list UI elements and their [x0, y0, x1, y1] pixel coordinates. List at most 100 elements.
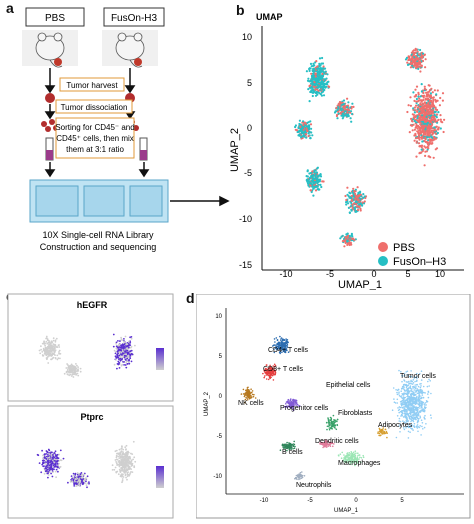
tumor-icon [134, 58, 142, 66]
umap-point [311, 94, 314, 98]
umap-point [114, 466, 117, 469]
umap-point [59, 459, 62, 462]
umap-point [324, 70, 327, 73]
umap-point [324, 442, 326, 444]
umap-point [352, 105, 355, 108]
umap-point [335, 106, 338, 109]
umap-point [421, 56, 424, 59]
umap-point [122, 476, 125, 478]
umap-point [291, 405, 293, 407]
umap-point [283, 443, 285, 446]
umap-point [408, 408, 411, 410]
legend-fuson-label: FusOn–H3 [393, 256, 446, 268]
umap-point [379, 430, 382, 432]
umap-point [420, 370, 423, 372]
umap-point [270, 372, 272, 375]
panel-letter-b: b [236, 2, 245, 18]
umap-point [315, 67, 319, 70]
umap-point [46, 454, 49, 456]
umap-point [408, 406, 410, 409]
umap-point [306, 169, 309, 172]
umap-point [121, 350, 124, 353]
umap-point [295, 399, 297, 402]
umap-point [47, 462, 50, 464]
umap-point [57, 357, 60, 360]
umap-point [424, 392, 426, 394]
umap-point [115, 342, 117, 345]
umap-point [409, 96, 412, 99]
umap-point [283, 405, 286, 408]
umap-point [411, 56, 414, 60]
umap-point [329, 441, 331, 444]
umap-point [356, 186, 359, 189]
umap-point [314, 88, 317, 91]
umap-point [44, 349, 46, 352]
umap-point [280, 343, 283, 345]
umap-point [426, 121, 429, 124]
umap-point [120, 358, 123, 361]
umap-point [305, 70, 308, 73]
mouse-icon [102, 30, 158, 68]
umap-point [402, 427, 405, 429]
umap-point [282, 350, 285, 353]
umap-point [406, 370, 409, 373]
umap-point [410, 407, 413, 410]
feature-title-ptprc: Ptprc [80, 412, 103, 422]
umap-point [320, 94, 323, 97]
umap-point [285, 403, 287, 405]
umap-point [289, 406, 292, 409]
umap-point [336, 117, 339, 120]
umap-point [416, 409, 419, 412]
umap-point [396, 391, 398, 394]
umap-point [399, 423, 401, 426]
umap-point [398, 425, 401, 427]
umap-point [329, 416, 332, 419]
umap-point [429, 156, 432, 159]
umap-point [70, 475, 73, 477]
umap-point [298, 130, 301, 133]
umap-point [313, 182, 316, 185]
umap-point [293, 447, 296, 449]
umap-point [429, 380, 431, 382]
umap-point [67, 370, 70, 373]
umap-point [116, 452, 118, 455]
umap-point [126, 475, 129, 478]
umap-point [245, 389, 248, 392]
umap-point [415, 389, 417, 392]
umap-point [416, 421, 419, 424]
umap-point [326, 81, 329, 84]
umap-point [416, 413, 419, 416]
umap-point [410, 388, 413, 390]
umap-point [435, 113, 439, 116]
umap-point [76, 370, 79, 372]
umap-point [427, 396, 430, 399]
umap-point [45, 357, 48, 360]
umap-point [42, 465, 45, 468]
umap-point [50, 463, 53, 465]
umap-point [314, 75, 317, 78]
umap-point [82, 478, 85, 480]
umap-point [76, 481, 79, 483]
umap-point [49, 468, 51, 471]
umap-point [408, 375, 411, 378]
umap-point [439, 96, 442, 100]
umap-point [417, 136, 420, 140]
umap-point [53, 351, 56, 354]
umap-point [412, 415, 415, 417]
umap-point [409, 403, 412, 406]
umap-point [281, 348, 284, 351]
umap-point [294, 401, 297, 403]
umap-point [417, 406, 419, 409]
umap-point [53, 346, 56, 348]
umap-point [121, 481, 123, 484]
x-tick-label: 5 [405, 269, 410, 279]
umap-point [340, 111, 343, 114]
umap-point [331, 424, 334, 426]
umap-point [411, 129, 414, 132]
umap-point [413, 119, 416, 123]
umap-point [54, 357, 57, 359]
umap-point [421, 110, 424, 113]
umap-point [287, 398, 290, 401]
umap-point [436, 128, 439, 131]
umap-point [427, 131, 430, 134]
